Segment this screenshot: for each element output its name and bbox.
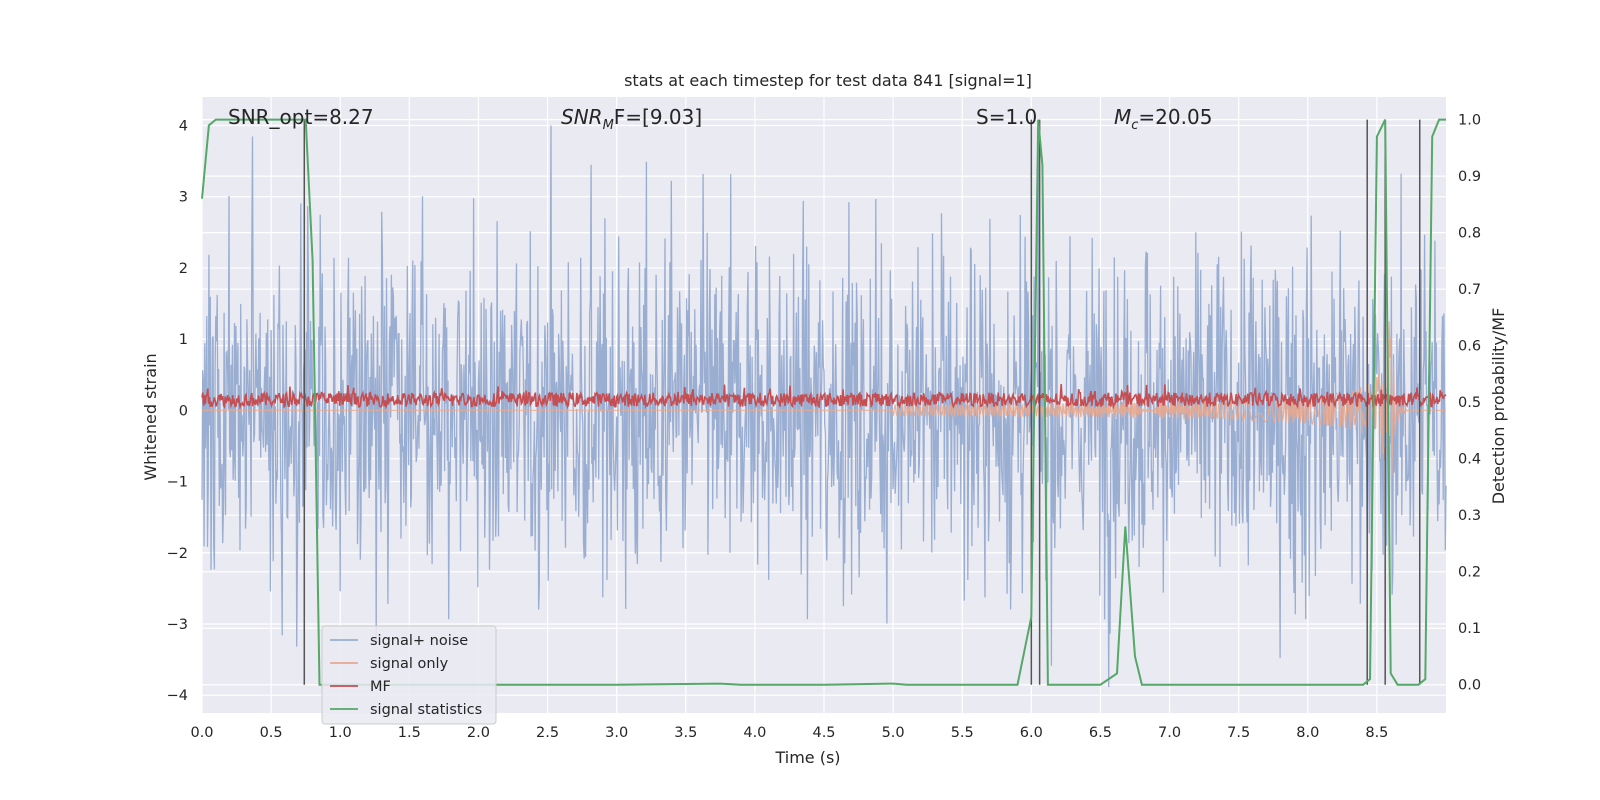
annotation-mc-prefix: M [1114, 105, 1131, 129]
mf-line [201, 384, 1447, 410]
x-tick-label: 1.0 [329, 725, 352, 741]
x-tick-label: 4.0 [743, 725, 766, 741]
annotation-mc-sub: c [1131, 118, 1138, 133]
y-right-tick-label: 0.9 [1458, 169, 1481, 185]
chart-title: stats at each timestep for test data 841… [624, 71, 1032, 90]
x-tick-label: 1.5 [398, 725, 421, 741]
y-right-tick-label: 0.6 [1458, 339, 1481, 355]
y-right-axis-label: Detection probability/MF [1489, 308, 1508, 505]
x-tick-label: 2.0 [467, 725, 490, 741]
y-right-tick-label: 1.0 [1458, 113, 1481, 129]
series-signal-noise [201, 125, 1447, 688]
y-left-tick-label: 3 [179, 190, 188, 206]
x-tick-label: 3.0 [605, 725, 628, 741]
x-tick-label: 7.0 [1158, 725, 1181, 741]
x-tick-label: 6.5 [1089, 725, 1112, 741]
y-left-axis-label: Whitened strain [141, 353, 160, 480]
annotation-snr-opt: SNR_opt=8.27 [228, 105, 374, 129]
y-right-tick-label: 0.3 [1458, 508, 1481, 524]
x-tick-label: 6.0 [1020, 725, 1043, 741]
y-left-tick-label: 0 [179, 403, 188, 419]
y-left-tick-label: 4 [179, 118, 188, 134]
x-tick-label: 5.5 [951, 725, 974, 741]
x-tick-label: 5.0 [882, 725, 905, 741]
y-left-tick-label: −2 [167, 546, 188, 562]
series-signal-statistics [201, 118, 1446, 686]
legend-entry: MF [330, 679, 391, 695]
legend: signal+ noise signal only MF signal stat… [321, 625, 497, 725]
x-tick-label: 8.0 [1296, 725, 1319, 741]
y-right-tick-label: 0.8 [1458, 226, 1481, 242]
series-signal-only [202, 321, 1446, 477]
annotation-mc: Mc=20.05 [1114, 105, 1212, 133]
y-right-tick-label: 0.7 [1458, 282, 1481, 298]
y-left-axis-ticks: −4 −3 −2 −1 0 1 2 3 4 [167, 118, 188, 704]
y-right-axis-ticks: 0.0 0.1 0.2 0.3 0.4 0.5 0.6 0.7 0.8 0.9 1.0 [1458, 113, 1481, 694]
legend-label: signal+ noise [370, 633, 468, 649]
x-axis-ticks: 0.0 0.5 1.0 1.5 2.0 2.5 3.0 3.5 4.0 4.5 5.0 5.5 6.0 6… [190, 725, 1388, 741]
x-tick-label: 4.5 [812, 725, 835, 741]
legend-entry: signal+ noise [330, 633, 468, 649]
legend-entry: signal only [330, 656, 449, 672]
signal-only-line [202, 321, 1446, 477]
y-left-tick-label: −4 [167, 688, 188, 704]
y-right-tick-label: 0.0 [1458, 678, 1481, 694]
vertical-markers [303, 119, 1421, 685]
x-tick-label: 0.0 [190, 725, 213, 741]
annotation-snr-mf: SNRMF=[9.03] [561, 105, 702, 133]
annotation-stat: S=1.0 [976, 105, 1037, 129]
signal-noise-line [201, 125, 1447, 688]
y-right-tick-label: 0.4 [1458, 452, 1481, 468]
legend-entry: signal statistics [330, 702, 482, 718]
y-left-tick-label: −1 [167, 475, 188, 491]
legend-label: signal statistics [370, 702, 482, 718]
legend-box [321, 625, 497, 725]
legend-label: signal only [370, 656, 449, 672]
y-left-tick-label: 1 [179, 332, 188, 348]
y-right-tick-label: 0.1 [1458, 621, 1481, 637]
series-mf [201, 384, 1447, 410]
signal-statistics-line [201, 118, 1446, 686]
x-tick-label: 0.5 [260, 725, 283, 741]
legend-label: MF [370, 679, 391, 695]
y-left-tick-label: −3 [167, 617, 188, 633]
x-tick-label: 3.5 [674, 725, 697, 741]
y-right-tick-label: 0.5 [1458, 395, 1481, 411]
annotation-mc-suffix: =20.05 [1138, 105, 1212, 129]
x-tick-label: 2.5 [536, 725, 559, 741]
x-tick-label: 7.5 [1227, 725, 1250, 741]
y-left-tick-label: 2 [179, 261, 188, 277]
x-tick-label: 8.5 [1365, 725, 1388, 741]
annotation-snr-mf-suffix: F=[9.03] [614, 105, 702, 129]
annotation-snr-mf-sub: M [603, 118, 614, 133]
x-axis-label: Time (s) [774, 748, 840, 767]
annotation-snr-mf-prefix: SNR [561, 105, 603, 129]
y-right-tick-label: 0.2 [1458, 565, 1481, 581]
